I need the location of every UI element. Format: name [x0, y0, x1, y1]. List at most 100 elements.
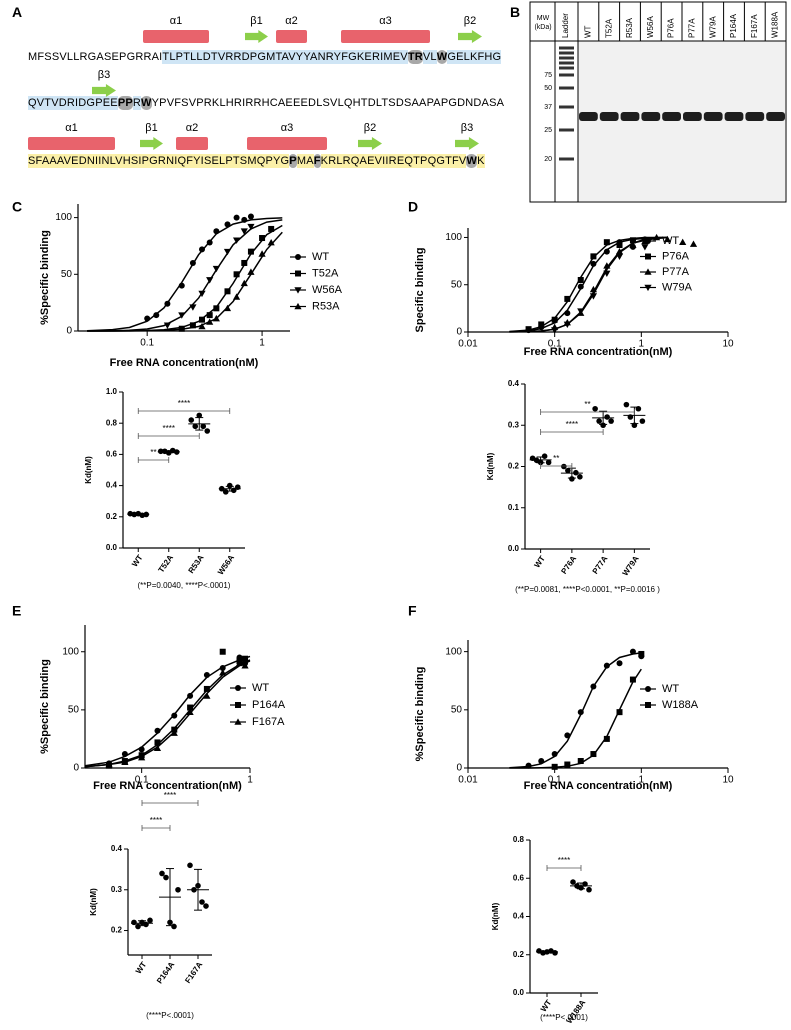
- data-point: [219, 665, 226, 672]
- data-point: [138, 746, 145, 753]
- data-point: [121, 751, 128, 758]
- protein-band: [599, 112, 619, 121]
- fit-curve: [87, 231, 283, 332]
- protein-band: [724, 112, 744, 121]
- lane-label: P76A: [667, 18, 676, 38]
- significance-label: **: [553, 454, 559, 463]
- sequence-segment: MA: [296, 154, 314, 168]
- ladder-band: [559, 61, 574, 65]
- lane-label: R53A: [625, 17, 634, 38]
- sequence-segment: VL: [422, 50, 437, 64]
- data-point: [577, 283, 584, 290]
- y-tick-label: 0: [456, 763, 462, 774]
- fit-curve: [87, 219, 283, 332]
- lane-label: P164A: [729, 13, 738, 38]
- protein-band: [703, 112, 723, 121]
- y-tick-label: 50: [61, 269, 73, 280]
- data-point: [577, 758, 584, 765]
- data-point: [258, 250, 266, 257]
- x-tick-label: 10: [722, 339, 734, 350]
- data-point: [147, 917, 153, 924]
- structure-label: α2: [285, 15, 298, 27]
- significance-label: ****: [163, 424, 175, 433]
- y-axis-title: Kd(nM): [491, 902, 500, 930]
- data-point: [203, 903, 209, 909]
- data-point: [608, 418, 614, 424]
- structure-shape: [247, 137, 327, 150]
- protein-band: [620, 112, 640, 121]
- y-tick-label: 0.4: [111, 844, 123, 853]
- y-tick-label: 50: [68, 705, 80, 716]
- data-point: [663, 235, 672, 243]
- data-point: [163, 874, 169, 881]
- significance-label: ****: [558, 856, 570, 865]
- sequence-segment: MFSSVLLRGASEPGRRAI: [28, 51, 163, 63]
- data-point: [589, 293, 598, 300]
- legend-marker: [235, 685, 241, 691]
- data-point: [135, 923, 141, 930]
- x-axis-title: Free RNA concentration(nM): [110, 357, 259, 369]
- data-point: [224, 221, 231, 228]
- significance-label: ****: [164, 791, 176, 800]
- structure-shape: [92, 84, 116, 97]
- x-tick-label: 0.01: [458, 775, 478, 786]
- mw-marker-label: 50: [544, 85, 552, 92]
- data-point: [203, 671, 210, 678]
- data-point: [603, 735, 610, 742]
- data-point: [551, 327, 559, 334]
- secondary-structure: β2: [358, 122, 382, 150]
- data-point: [240, 228, 248, 235]
- y-tick-label: 0.2: [106, 512, 118, 521]
- data-point: [198, 316, 205, 323]
- data-point: [223, 304, 232, 312]
- legend-marker: [644, 268, 652, 275]
- x-tick-label: T52A: [157, 553, 176, 574]
- x-tick-label: P76A: [559, 554, 578, 576]
- data-point: [199, 899, 205, 905]
- data-point: [565, 467, 571, 474]
- y-tick-label: 0: [456, 327, 462, 338]
- data-point: [552, 950, 558, 956]
- y-tick-label: 0.1: [508, 503, 520, 512]
- y-axis-title: Kd(nM): [486, 452, 495, 480]
- y-tick-label: 100: [55, 212, 72, 223]
- data-point: [203, 692, 211, 699]
- data-point: [577, 308, 585, 315]
- y-tick-label: 0.8: [513, 835, 525, 844]
- secondary-structure: β3: [455, 122, 479, 150]
- lane-label: W56A: [646, 16, 655, 38]
- x-tick-label: 10: [722, 775, 734, 786]
- significance-label: ****: [150, 816, 162, 825]
- x-tick-label: P77A: [591, 554, 610, 576]
- y-tick-label: 0.4: [513, 912, 525, 921]
- y-tick-label: 0.6: [513, 873, 525, 882]
- data-point: [267, 238, 275, 246]
- data-point: [538, 758, 545, 765]
- data-point: [178, 312, 186, 319]
- fit-curve: [509, 236, 668, 333]
- secondary-structure: β3: [92, 69, 116, 97]
- ladder-band: [559, 128, 574, 132]
- mw-marker-label: 20: [544, 156, 552, 163]
- x-tick-label: R53A: [187, 553, 206, 575]
- data-point: [240, 279, 248, 287]
- protein-band: [745, 112, 765, 121]
- data-point: [247, 268, 255, 275]
- data-point: [592, 405, 598, 412]
- significance-label: **: [150, 448, 156, 457]
- structure-label: β2: [363, 122, 377, 134]
- y-axis-title: %Specific binding: [39, 230, 51, 325]
- data-point: [232, 237, 241, 244]
- lane-label: W188A: [771, 11, 780, 38]
- data-point: [638, 650, 645, 657]
- data-point: [639, 418, 646, 424]
- y-tick-label: 50: [451, 704, 463, 715]
- structure-shape: [358, 137, 382, 150]
- panel-letter: E: [12, 603, 21, 619]
- data-point: [564, 310, 571, 317]
- structure-label: β3: [460, 122, 474, 134]
- data-point: [226, 482, 233, 489]
- y-axis-title: %Specific binding: [39, 659, 51, 754]
- fit-curve: [509, 236, 668, 333]
- y-tick-label: 0.0: [513, 988, 525, 997]
